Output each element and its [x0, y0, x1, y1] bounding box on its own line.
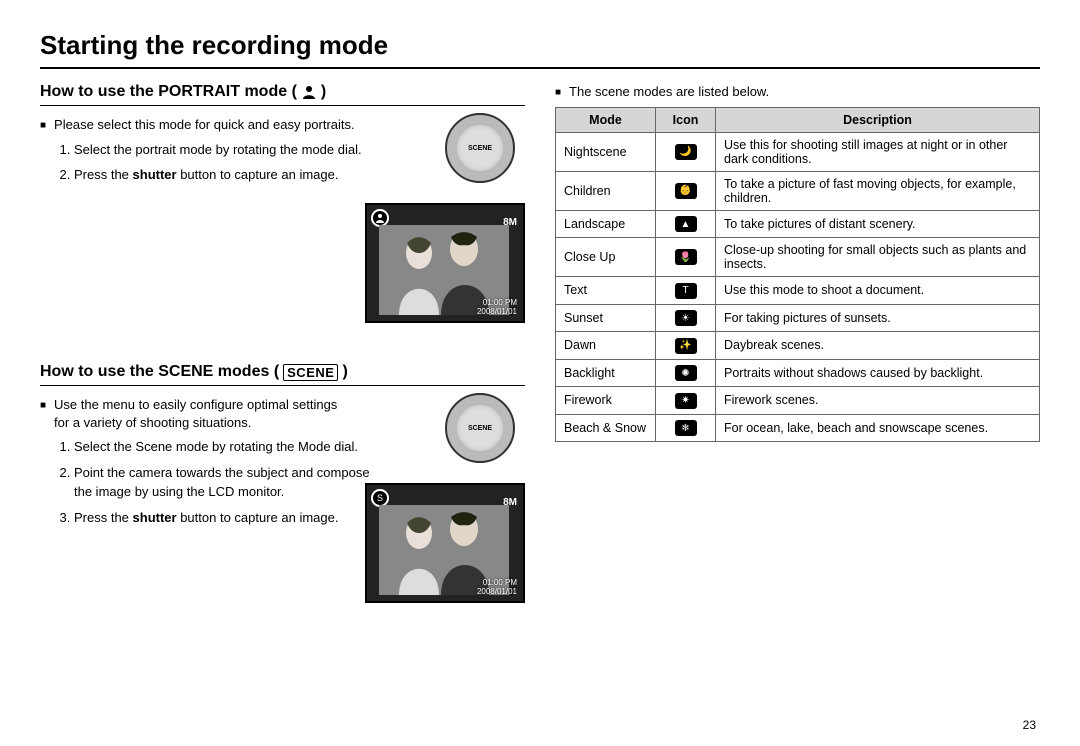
content-columns: How to use the PORTRAIT mode ( ) ■ Pleas… — [40, 83, 1040, 633]
scene-table-intro-text: The scene modes are listed below. — [569, 83, 769, 101]
table-row: Firework ✷ Firework scenes. — [556, 387, 1040, 415]
portrait-heading-text: How to use the PORTRAIT mode ( — [40, 83, 297, 101]
table-row: Beach & Snow ❄ For ocean, lake, beach and … — [556, 414, 1040, 442]
mode-cell: Landscape — [556, 210, 656, 238]
scene-heading-suffix: ) — [342, 363, 347, 381]
col-mode: Mode — [556, 107, 656, 132]
scene-mode-icon: 🌙 — [675, 144, 697, 160]
table-row: Dawn ✨ Daybreak scenes. — [556, 332, 1040, 360]
lcd-preview-scene: S 8M 01:00 PM 2008/01/01 — [365, 483, 525, 603]
description-cell: Daybreak scenes. — [716, 332, 1040, 360]
scene-heading-text: How to use the SCENE modes ( — [40, 363, 279, 381]
scene-modes-table: Mode Icon Description Nightscene 🌙 Use thi… — [555, 107, 1040, 443]
portrait-mode-icon — [301, 84, 317, 100]
mode-cell: Close Up — [556, 238, 656, 277]
scene-step-3: Press the shutter button to capture an i… — [74, 508, 374, 528]
portrait-step-2: Press the shutter button to capture an i… — [74, 165, 394, 185]
description-cell: To take pictures of distant scenery. — [716, 210, 1040, 238]
scene-intro-text: Use the menu to easily configure optimal… — [54, 396, 354, 431]
mode-cell: Beach & Snow — [556, 414, 656, 442]
mode-cell: Nightscene — [556, 132, 656, 171]
scene-mode-icon: 👶 — [675, 183, 697, 199]
description-cell: Firework scenes. — [716, 387, 1040, 415]
portrait-heading-suffix: ) — [321, 83, 326, 101]
description-cell: Use this for shooting still images at ni… — [716, 132, 1040, 171]
scene-mode-icon: ✨ — [675, 338, 697, 354]
scene-steps: Select the Scene mode by rotating the Mo… — [74, 437, 374, 527]
portrait-heading: How to use the PORTRAIT mode ( ) — [40, 83, 525, 106]
description-cell: For taking pictures of sunsets. — [716, 304, 1040, 332]
portrait-section: How to use the PORTRAIT mode ( ) ■ Pleas… — [40, 83, 525, 333]
table-header-row: Mode Icon Description — [556, 107, 1040, 132]
scene-mode-icon: ❄ — [675, 420, 697, 436]
description-cell: Portraits without shadows caused by back… — [716, 359, 1040, 387]
mode-dial-portrait — [445, 113, 515, 183]
scene-table-intro: ■ The scene modes are listed below. — [555, 83, 1040, 101]
portrait-step-1: Select the portrait mode by rotating the… — [74, 140, 394, 160]
table-row: Sunset ☀ For taking pictures of sunsets. — [556, 304, 1040, 332]
table-row: Close Up 🌷 Close-up shooting for small obj… — [556, 238, 1040, 277]
col-icon: Icon — [656, 107, 716, 132]
description-cell: Close-up shooting for small objects such… — [716, 238, 1040, 277]
lcd-timestamp-portrait: 01:00 PM 2008/01/01 — [477, 299, 517, 317]
scene-section: How to use the SCENE modes ( SCENE ) ■ U… — [40, 363, 525, 633]
description-cell: For ocean, lake, beach and snowscape sce… — [716, 414, 1040, 442]
lcd-timestamp-scene: 01:00 PM 2008/01/01 — [477, 579, 517, 597]
scene-mode-icon: 🌷 — [675, 249, 697, 265]
icon-cell: 🌷 — [656, 238, 716, 277]
table-row: Landscape ▲ To take pictures of distant sc… — [556, 210, 1040, 238]
scene-mode-icon: ✷ — [675, 393, 697, 409]
icon-cell: 🌙 — [656, 132, 716, 171]
lcd-quality-portrait: 8M — [503, 217, 517, 228]
mode-cell: Children — [556, 171, 656, 210]
mode-cell: Dawn — [556, 332, 656, 360]
icon-cell: 👶 — [656, 171, 716, 210]
bullet-icon: ■ — [40, 119, 46, 134]
mode-dial-scene — [445, 393, 515, 463]
lcd-preview-portrait: 8M 01:00 PM 2008/01/01 — [365, 203, 525, 323]
mode-cell: Text — [556, 277, 656, 305]
page-number: 23 — [1023, 718, 1036, 732]
scene-mode-icon: ✺ — [675, 365, 697, 381]
bullet-icon: ■ — [555, 86, 561, 101]
mode-cell: Sunset — [556, 304, 656, 332]
col-description: Description — [716, 107, 1040, 132]
icon-cell: ✨ — [656, 332, 716, 360]
page-title: Starting the recording mode — [40, 30, 1040, 69]
lcd-quality-scene: 8M — [503, 497, 517, 508]
scene-mode-icon: T — [675, 283, 697, 299]
right-column: ■ The scene modes are listed below. Mode… — [555, 83, 1040, 633]
scene-heading: How to use the SCENE modes ( SCENE ) — [40, 363, 525, 386]
scene-mode-label: SCENE — [283, 364, 338, 381]
table-row: Text T Use this mode to shoot a document. — [556, 277, 1040, 305]
icon-cell: ❄ — [656, 414, 716, 442]
portrait-intro-text: Please select this mode for quick and ea… — [54, 116, 355, 134]
description-cell: To take a picture of fast moving objects… — [716, 171, 1040, 210]
icon-cell: ✺ — [656, 359, 716, 387]
scene-step-2: Point the camera towards the subject and… — [74, 463, 374, 502]
icon-cell: ☀ — [656, 304, 716, 332]
scene-mode-icon: ☀ — [675, 310, 697, 326]
scene-mode-icon: ▲ — [675, 216, 697, 232]
scene-step-1: Select the Scene mode by rotating the Mo… — [74, 437, 374, 457]
left-column: How to use the PORTRAIT mode ( ) ■ Pleas… — [40, 83, 525, 633]
icon-cell: ✷ — [656, 387, 716, 415]
icon-cell: ▲ — [656, 210, 716, 238]
mode-cell: Firework — [556, 387, 656, 415]
mode-cell: Backlight — [556, 359, 656, 387]
bullet-icon: ■ — [40, 399, 46, 431]
lcd-date: 2008/01/01 — [477, 588, 517, 597]
table-row: Backlight ✺ Portraits without shadows caus… — [556, 359, 1040, 387]
description-cell: Use this mode to shoot a document. — [716, 277, 1040, 305]
table-row: Children 👶 To take a picture of fast movin… — [556, 171, 1040, 210]
icon-cell: T — [656, 277, 716, 305]
lcd-date: 2008/01/01 — [477, 308, 517, 317]
table-row: Nightscene 🌙 Use this for shooting still i… — [556, 132, 1040, 171]
